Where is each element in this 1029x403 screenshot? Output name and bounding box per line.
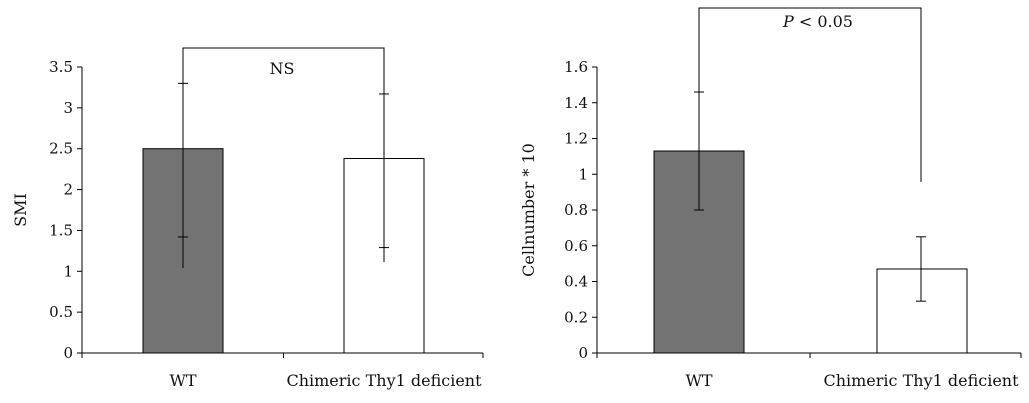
category-label: WT [685,371,712,390]
y-tick-label: 1 [63,262,73,280]
y-tick-label: 0.6 [564,237,588,255]
y-tick-label: 3.5 [49,58,73,76]
y-tick-label: 0.4 [564,273,588,291]
y-axis-title: SMI [11,193,30,227]
category-label: WT [169,371,196,390]
category-label: Chimeric Thy1 deficient [823,371,1019,390]
p-symbol: P [782,12,794,31]
y-tick-label: 1 [578,165,588,183]
y-tick-label: 0.5 [49,303,73,321]
bar-chimeric [876,268,968,354]
y-tick-label: 1.6 [564,58,588,76]
y-tick-label: 0.2 [564,308,588,326]
y-tick-label: 3 [63,99,73,117]
significance-bracket [698,7,922,182]
y-tick-label: 0 [63,344,73,362]
y-tick-label: 1.5 [49,221,73,239]
significance-bracket [182,47,385,268]
y-tick-label: 0 [578,344,588,362]
y-tick-label: 0.8 [564,201,588,219]
p-threshold: < 0.05 [794,12,853,31]
significance-label: NS [270,59,295,78]
y-tick-label: 1.4 [564,94,588,112]
y-tick-label: 2 [63,181,73,199]
y-axis-title: Cellnumber * 10 [519,143,538,277]
significance-label: P < 0.05 [782,12,853,31]
category-label: Chimeric Thy1 deficient [286,371,482,390]
y-tick-label: 1.2 [564,130,588,148]
y-tick-label: 2.5 [49,140,73,158]
